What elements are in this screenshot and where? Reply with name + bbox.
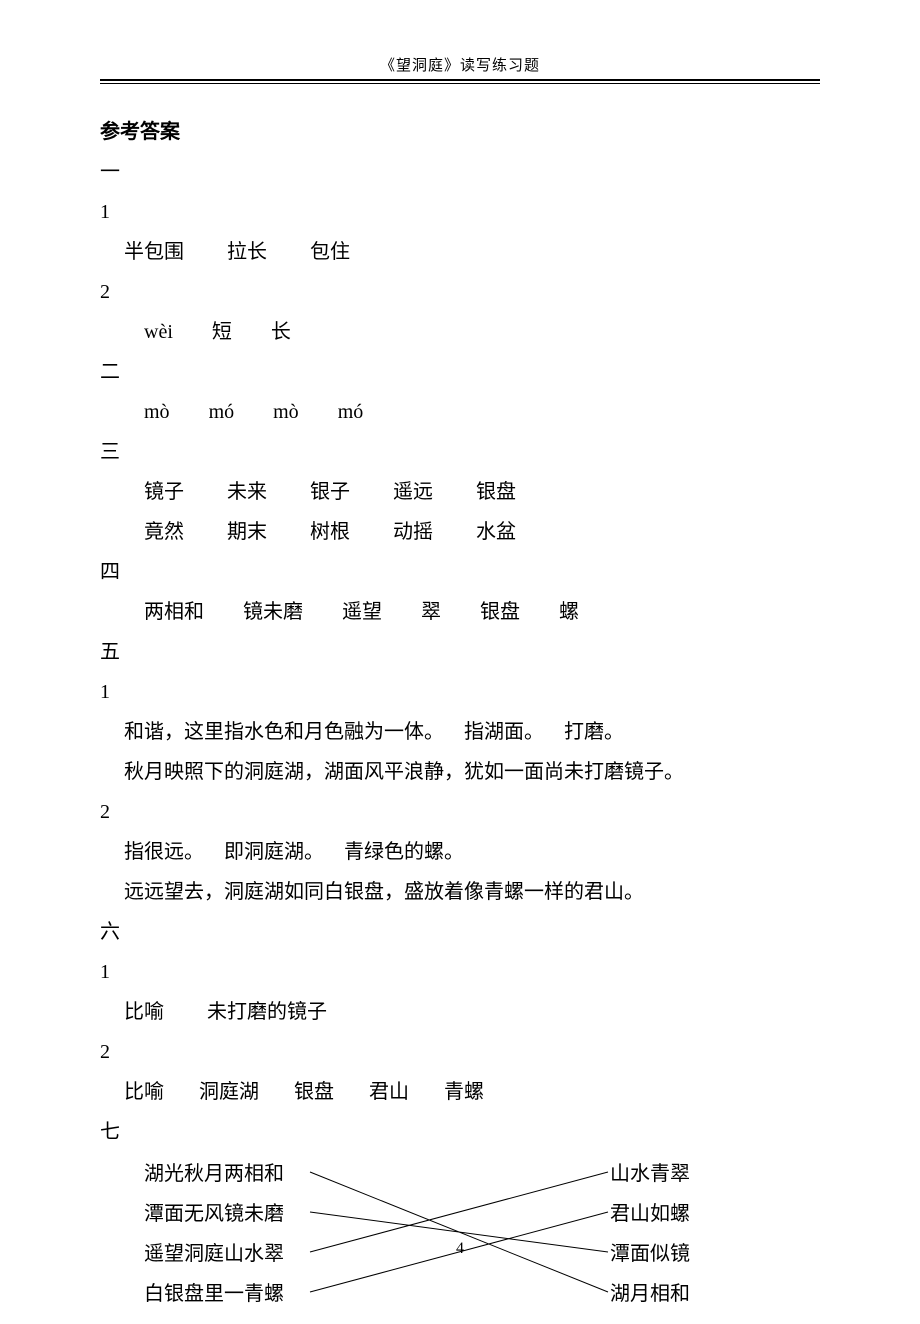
match-left-item: 白银盘里一青螺 bbox=[144, 1274, 284, 1314]
word: 树根 bbox=[310, 512, 350, 552]
word: 短 bbox=[212, 312, 232, 352]
word: 青螺 bbox=[444, 1072, 484, 1112]
section-label: 五 bbox=[100, 632, 820, 672]
word: 洞庭湖 bbox=[199, 1072, 259, 1112]
word: 半包围 bbox=[124, 232, 184, 272]
answer-line: 比喻 洞庭湖 银盘 君山 青螺 bbox=[100, 1072, 820, 1112]
answer-line: 两相和 镜未磨 遥望 翠 银盘 螺 bbox=[100, 592, 820, 632]
word: 翠 bbox=[421, 592, 441, 632]
word: 银盘 bbox=[476, 472, 516, 512]
word: 比喻 bbox=[124, 1072, 164, 1112]
match-right-item: 君山如螺 bbox=[610, 1194, 690, 1234]
word: mó bbox=[209, 392, 235, 432]
answer-line: 指很远。 即洞庭湖。 青绿色的螺。 bbox=[100, 832, 820, 872]
answer-line: mò mó mò mó bbox=[100, 392, 820, 432]
word: 竟然 bbox=[144, 512, 184, 552]
page-header-title: 《望洞庭》读写练习题 bbox=[100, 54, 820, 75]
match-left-item: 潭面无风镜未磨 bbox=[144, 1194, 284, 1234]
section-label: 六 bbox=[100, 912, 820, 952]
header-rule bbox=[100, 79, 820, 84]
match-right-column: 山水青翠 君山如螺 潭面似镜 湖月相和 bbox=[610, 1154, 690, 1314]
text: 和谐，这里指水色和月色融为一体。 bbox=[124, 721, 444, 743]
word: 水盆 bbox=[476, 512, 516, 552]
word: mò bbox=[144, 392, 170, 432]
word: wèi bbox=[144, 312, 173, 352]
match-left-item: 湖光秋月两相和 bbox=[144, 1154, 284, 1194]
sub-label: 2 bbox=[100, 792, 820, 832]
word: 包住 bbox=[310, 232, 350, 272]
text: 指湖面。 bbox=[464, 721, 544, 743]
word: 遥远 bbox=[393, 472, 433, 512]
word: 动摇 bbox=[393, 512, 433, 552]
sub-label: 2 bbox=[100, 1032, 820, 1072]
matching-diagram: 湖光秋月两相和 潭面无风镜未磨 遥望洞庭山水翠 白银盘里一青螺 山水青翠 君山如… bbox=[100, 1154, 820, 1324]
word: 比喻 bbox=[124, 992, 164, 1032]
match-right-item: 山水青翠 bbox=[610, 1154, 690, 1194]
word: mò bbox=[273, 392, 299, 432]
text: 青绿色的螺。 bbox=[344, 841, 464, 863]
word: 未打磨的镜子 bbox=[207, 992, 327, 1032]
answer-line: wèi 短 长 bbox=[100, 312, 820, 352]
section-label: 四 bbox=[100, 552, 820, 592]
text: 即洞庭湖。 bbox=[224, 841, 324, 863]
word: 君山 bbox=[369, 1072, 409, 1112]
document-body: 参考答案 一 1 半包围 拉长 包住 2 wèi 短 长 二 mò mó mò … bbox=[100, 112, 820, 1324]
sub-label: 1 bbox=[100, 192, 820, 232]
answer-line: 半包围 拉长 包住 bbox=[100, 232, 820, 272]
word: 银子 bbox=[310, 472, 350, 512]
match-left-column: 湖光秋月两相和 潭面无风镜未磨 遥望洞庭山水翠 白银盘里一青螺 bbox=[144, 1154, 284, 1314]
page-number: 4 bbox=[0, 1240, 920, 1258]
answer-line: 竟然 期末 树根 动摇 水盆 bbox=[100, 512, 820, 552]
section-label: 二 bbox=[100, 352, 820, 392]
sub-label: 2 bbox=[100, 272, 820, 312]
section-label: 一 bbox=[100, 152, 820, 192]
answer-line: 远远望去，洞庭湖如同白银盘，盛放着像青螺一样的君山。 bbox=[100, 872, 820, 912]
match-right-item: 湖月相和 bbox=[610, 1274, 690, 1314]
word: 遥望 bbox=[342, 592, 382, 632]
section-label: 七 bbox=[100, 1112, 820, 1152]
sub-label: 1 bbox=[100, 952, 820, 992]
word: 期末 bbox=[227, 512, 267, 552]
word: 银盘 bbox=[480, 592, 520, 632]
text: 指很远。 bbox=[124, 841, 204, 863]
answer-line: 秋月映照下的洞庭湖，湖面风平浪静，犹如一面尚未打磨镜子。 bbox=[100, 752, 820, 792]
word: mó bbox=[338, 392, 364, 432]
answer-line: 比喻 未打磨的镜子 bbox=[100, 992, 820, 1032]
answer-line: 镜子 未来 银子 遥远 银盘 bbox=[100, 472, 820, 512]
word: 两相和 bbox=[144, 592, 204, 632]
text: 打磨。 bbox=[564, 721, 624, 743]
word: 螺 bbox=[559, 592, 579, 632]
word: 银盘 bbox=[294, 1072, 334, 1112]
word: 未来 bbox=[227, 472, 267, 512]
section-label: 三 bbox=[100, 432, 820, 472]
answer-line: 和谐，这里指水色和月色融为一体。 指湖面。 打磨。 bbox=[100, 712, 820, 752]
heading-answers: 参考答案 bbox=[100, 112, 820, 152]
word: 镜未磨 bbox=[243, 592, 303, 632]
word: 镜子 bbox=[144, 472, 184, 512]
word: 长 bbox=[271, 312, 291, 352]
sub-label: 1 bbox=[100, 672, 820, 712]
word: 拉长 bbox=[227, 232, 267, 272]
